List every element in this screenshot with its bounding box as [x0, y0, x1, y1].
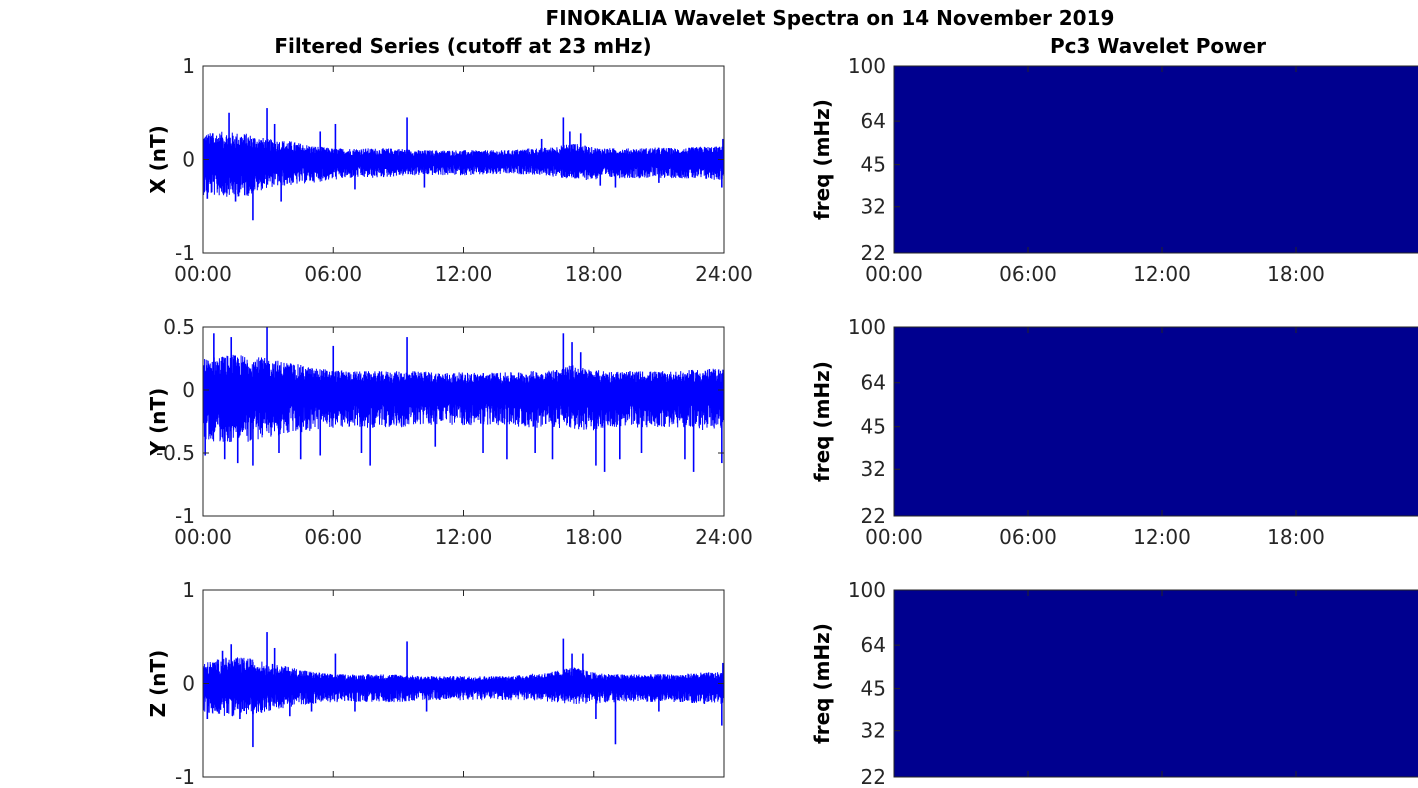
wavelet-power-z-y-axis-label: freq (mHz): [810, 623, 834, 744]
wavelet-power-y-y-tick-label: 45: [861, 415, 886, 439]
filtered-series-x-x-tick-label: 00:00: [174, 262, 232, 286]
filtered-series-z-y-tick-label: 0: [182, 672, 195, 696]
wavelet-power-y-x-tick-label: 00:00: [865, 525, 923, 549]
wavelet-power-z-y-tick-label: 32: [861, 719, 886, 743]
wavelet-power-y-x-tick-label: 12:00: [1133, 525, 1191, 549]
left-column-title: Filtered Series (cutoff at 23 mHz): [274, 34, 651, 58]
wavelet-power-x-y-tick-label: 45: [861, 153, 886, 177]
wavelet-power-z-y-tick-label: 64: [861, 633, 886, 657]
filtered-series-y-x-tick-label: 18:00: [565, 525, 623, 549]
wavelet-power-y-y-tick-label: 22: [861, 504, 886, 528]
wavelet-power-x-y-axis-label: freq (mHz): [810, 99, 834, 220]
wavelet-power-y-x-tick-label: 18:00: [1267, 525, 1325, 549]
wavelet-power-z-power-field: [894, 590, 1418, 777]
filtered-series-y-x-tick-label: 12:00: [435, 525, 493, 549]
filtered-series-y-y-tick-label: 0.5: [163, 315, 195, 339]
wavelet-power-x-y-tick-label: 22: [861, 241, 886, 265]
figure-title: FINOKALIA Wavelet Spectra on 14 November…: [546, 6, 1115, 30]
wavelet-power-y-y-tick-label: 64: [861, 371, 886, 395]
filtered-series-y-x-tick-label: 06:00: [304, 525, 362, 549]
filtered-series-x-y-tick-label: -1: [175, 241, 195, 265]
wavelet-power-y-y-tick-label: 100: [848, 315, 886, 339]
filtered-series-z-y-axis-label: Z (nT): [146, 650, 170, 718]
filtered-series-x-x-tick-label: 06:00: [304, 262, 362, 286]
wavelet-power-y-x-tick-label: 06:00: [999, 525, 1057, 549]
wavelet-power-x-y-tick-label: 64: [861, 109, 886, 133]
filtered-series-z-y-tick-label: -1: [175, 765, 195, 788]
filtered-series-x-x-tick-label: 18:00: [565, 262, 623, 286]
wavelet-power-x-y-tick-label: 100: [848, 54, 886, 78]
wavelet-power-z-y-tick-label: 100: [848, 578, 886, 602]
wavelet-power-z-y-tick-label: 22: [861, 765, 886, 788]
filtered-series-x-y-axis-label: X (nT): [146, 125, 170, 194]
filtered-series-y-trace: [202, 354, 725, 443]
filtered-series-x-y-tick-label: 0: [182, 148, 195, 172]
filtered-series-y-y-axis-label: Y (nT): [146, 388, 170, 457]
wavelet-power-x-x-tick-label: 12:00: [1133, 262, 1191, 286]
wavelet-power-y-y-tick-label: 32: [861, 457, 886, 481]
filtered-series-y-y-tick-label: -1: [175, 504, 195, 528]
filtered-series-y-y-tick-label: -0.5: [156, 441, 195, 465]
filtered-series-x-x-tick-label: 12:00: [435, 262, 493, 286]
right-column-title: Pc3 Wavelet Power: [1050, 34, 1266, 58]
filtered-series-x-x-tick-label: 24:00: [695, 262, 753, 286]
wavelet-power-y-y-axis-label: freq (mHz): [810, 361, 834, 482]
filtered-series-z-trace: [202, 657, 725, 717]
wavelet-power-x-y-tick-label: 32: [861, 195, 886, 219]
filtered-series-x-trace: [202, 131, 725, 197]
filtered-series-y-y-tick-label: 0: [182, 378, 195, 402]
wavelet-power-x-x-tick-label: 18:00: [1267, 262, 1325, 286]
wavelet-power-x-x-tick-label: 06:00: [999, 262, 1057, 286]
wavelet-power-y-power-field: [894, 327, 1418, 516]
wavelet-power-x-x-tick-label: 00:00: [865, 262, 923, 286]
filtered-series-x-y-tick-label: 1: [182, 54, 195, 78]
filtered-series-y-x-tick-label: 00:00: [174, 525, 232, 549]
filtered-series-y-x-tick-label: 24:00: [695, 525, 753, 549]
wavelet-power-z-y-tick-label: 45: [861, 677, 886, 701]
wavelet-power-x-power-field: [894, 66, 1418, 253]
filtered-series-z-y-tick-label: 1: [182, 578, 195, 602]
